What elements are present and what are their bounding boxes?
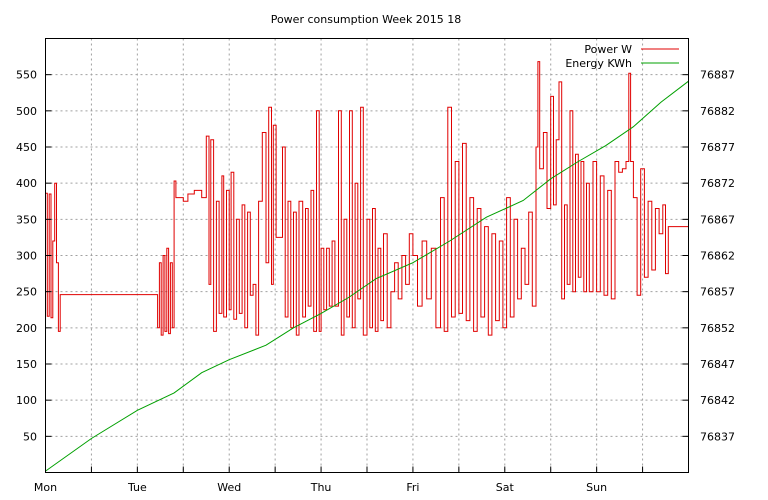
y-left-tick-label: 150 [16, 358, 37, 371]
legend-label-energy: Energy KWh [565, 57, 632, 70]
x-tick-label: Sat [496, 481, 515, 494]
x-tick-label: Fri [406, 481, 419, 494]
series-line-power [45, 61, 689, 336]
y-left-tick-label: 300 [16, 250, 37, 263]
y-left-tick-label: 200 [16, 322, 37, 335]
y-left-tick-label: 250 [16, 286, 37, 299]
y-right-tick-label: 76857 [700, 286, 735, 299]
y-right-tick-label: 76872 [700, 177, 735, 190]
y-right-tick-label: 76867 [700, 213, 735, 226]
y-right-tick-label: 76877 [700, 141, 735, 154]
x-tick-label: Wed [217, 481, 241, 494]
y-left-tick-label: 500 [16, 105, 37, 118]
y-right-tick-label: 76842 [700, 394, 735, 407]
series-line-energy [45, 80, 689, 472]
x-tick-label: Thu [310, 481, 332, 494]
y-right-tick-label: 76862 [700, 250, 735, 263]
legend: Power W Energy KWh [565, 43, 679, 70]
series-layer [45, 61, 689, 472]
legend-label-power: Power W [584, 43, 632, 56]
y-right-tick-label: 76847 [700, 358, 735, 371]
chart-title: Power consumption Week 2015 18 [271, 13, 462, 26]
y-left-tick-label: 50 [23, 430, 37, 443]
x-tick-label: Tue [127, 481, 147, 494]
y-left-tick-label: 100 [16, 394, 37, 407]
y-left-tick-label: 350 [16, 213, 37, 226]
y-left-tick-label: 450 [16, 141, 37, 154]
y-left-tick-label: 400 [16, 177, 37, 190]
y-right-tick-label: 76852 [700, 322, 735, 335]
axes: 50 100 150 200 250 300 350 400 450 500 550 76837 768… [16, 69, 735, 494]
x-tick-label: Mon [34, 481, 57, 494]
y-left-tick-label: 550 [16, 69, 37, 82]
y-right-tick-label: 76882 [700, 105, 735, 118]
x-tick-label: Sun [586, 481, 607, 494]
y-right-tick-label: 76887 [700, 69, 735, 82]
y-right-tick-label: 76837 [700, 430, 735, 443]
